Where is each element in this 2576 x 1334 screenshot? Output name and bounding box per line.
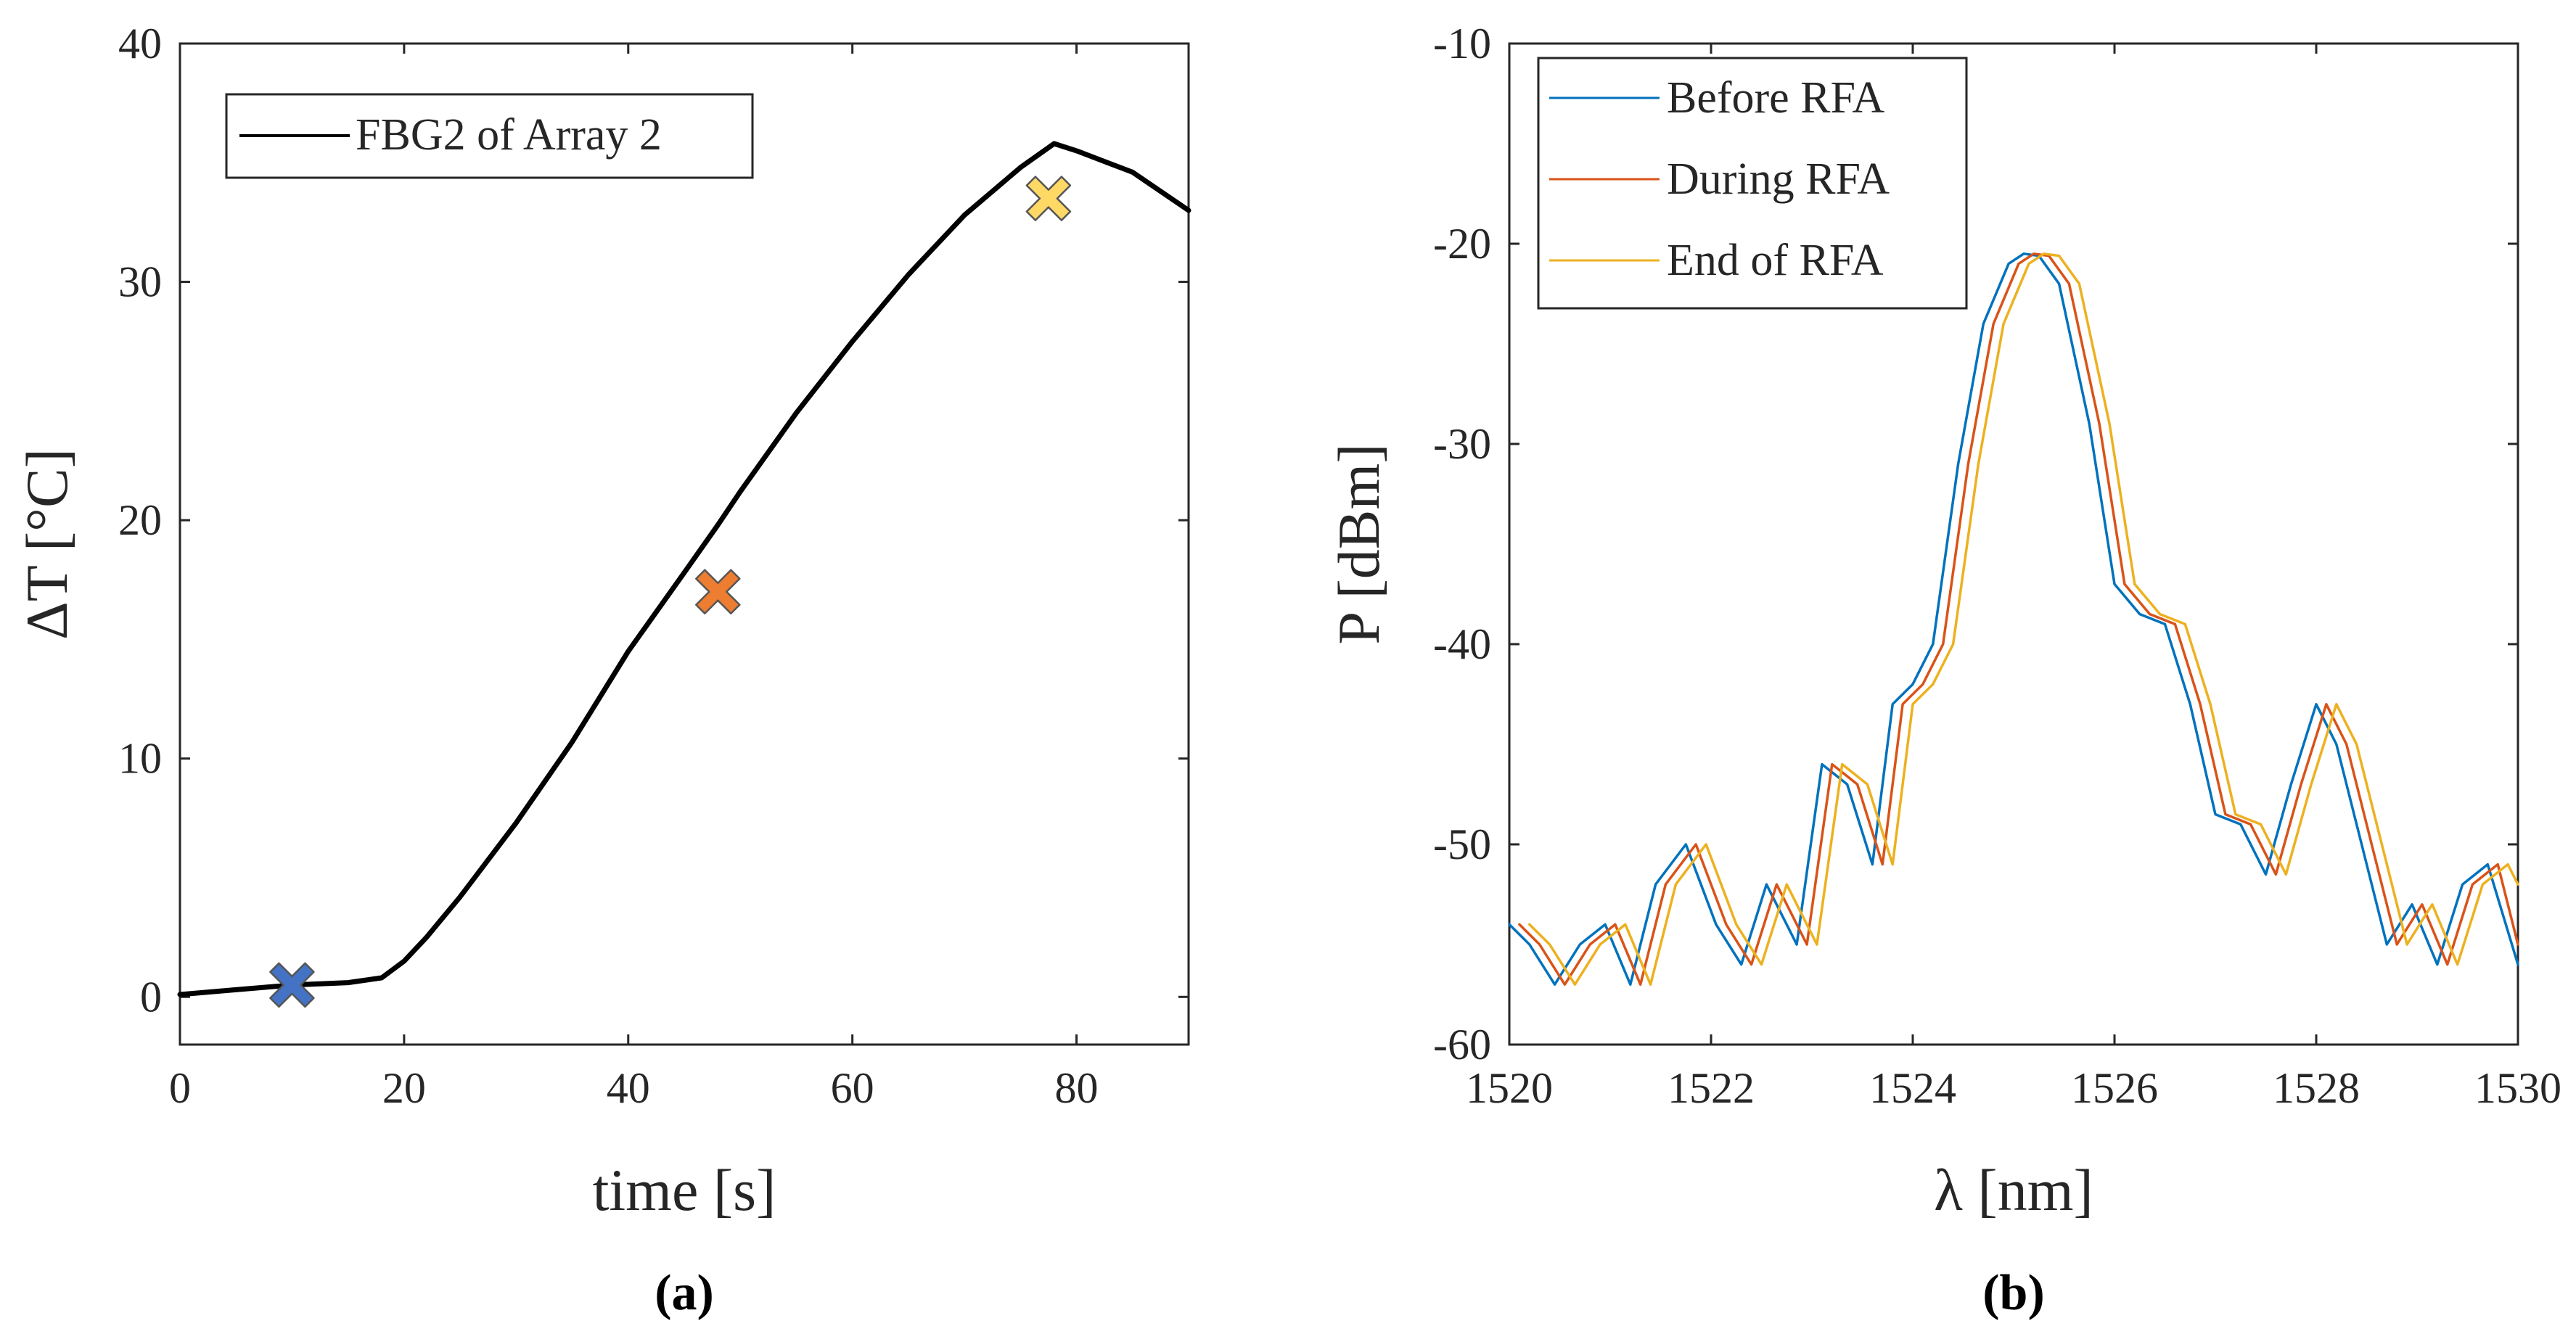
panel-b-legend: Before RFA During RFA End of RFA [1537, 57, 1968, 310]
panel-b-xtick-label: 1522 [1668, 1064, 1755, 1112]
panel-a-ytick-label: 10 [118, 735, 162, 783]
panel-a-ytick-label: 20 [118, 496, 162, 544]
panel-a-plot-area [179, 42, 1190, 1046]
panel-b-xtick-label: 1528 [2273, 1064, 2360, 1112]
legend-label-end-of-rfa: End of RFA [1667, 236, 1884, 285]
panel-a-xlabel: time [s] [593, 1157, 776, 1223]
panel-a-ylabel: ΔT [°C] [14, 448, 80, 640]
panel-a-legend: FBG2 of Array 2 [225, 93, 754, 179]
panel-a-marker-shape [695, 569, 741, 614]
panel-b-xlabel: λ [nm] [1934, 1157, 2093, 1223]
legend-label-fbg2: FBG2 of Array 2 [356, 110, 662, 160]
panel-b-ytick-label: -40 [1433, 620, 1491, 668]
panel-b-xtick-label: 1524 [1869, 1064, 1956, 1112]
panel-b-xtick-label: 1526 [2071, 1064, 2158, 1112]
panel-a-ytick-label: 40 [118, 20, 162, 67]
legend-label-before-rfa: Before RFA [1667, 73, 1884, 123]
panel-a-xtick-label: 80 [1055, 1064, 1099, 1112]
panel-a-marker-3 [1025, 176, 1072, 221]
panel-a-marker-shape [1025, 176, 1072, 221]
panel-a-xtick-label: 20 [382, 1064, 426, 1112]
panel-b-ytick-label: -50 [1433, 820, 1491, 868]
panel-a-xtick-label: 40 [607, 1064, 650, 1112]
panel-a-caption: (a) [655, 1265, 714, 1321]
panel-b-series-end-of-rfa [1528, 252, 2519, 986]
panel-a-xtick-label: 0 [169, 1064, 191, 1112]
panel-b-ytick-label: -20 [1433, 220, 1491, 268]
panel-a-marker-shape [269, 962, 315, 1008]
panel-b-xtick-label: 1520 [1466, 1064, 1553, 1112]
panel-a-ytick-label: 30 [118, 258, 162, 306]
panel-a-series-fbg2-of-array-2 [177, 141, 1191, 997]
panel-b-series-during-rfa [1518, 252, 2519, 986]
panel-a-marker-2 [695, 569, 741, 614]
panel-a-marker-1 [269, 962, 315, 1008]
panel-b-ylabel: P [dBm] [1326, 443, 1392, 644]
legend-label-during-rfa: During RFA [1667, 155, 1890, 204]
panel-b-chart: 1520 1522 1524 1526 1528 1530 -60 -50 -40 -30 -20 -… [1326, 20, 2561, 1321]
panel-b-series-before-rfa [1508, 252, 2519, 986]
panel-b-ytick-label: -30 [1433, 420, 1491, 468]
panel-b-ytick-label: -60 [1433, 1021, 1491, 1069]
panel-b-legend-box [1537, 57, 1968, 310]
panel-b-xtick-label: 1530 [2474, 1064, 2561, 1112]
panel-a-ytick-label: 0 [140, 973, 162, 1021]
panel-b-ytick-label: -10 [1433, 20, 1491, 67]
panel-a-xtick-label: 60 [831, 1064, 874, 1112]
panel-b-caption: (b) [1982, 1265, 2045, 1321]
